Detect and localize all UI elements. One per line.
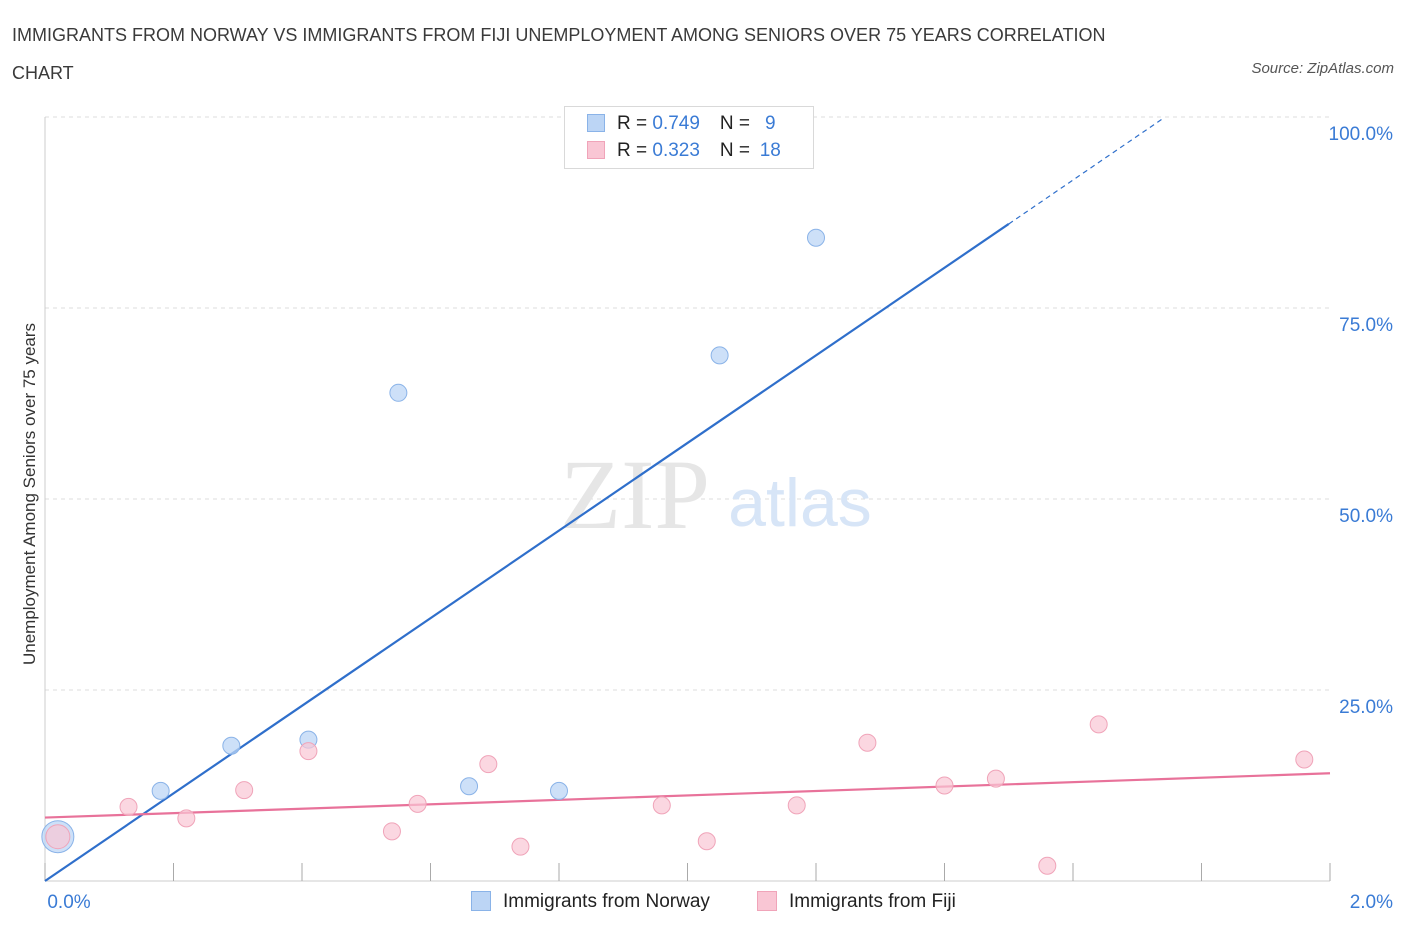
fiji-point	[511, 837, 530, 856]
chart-title: IMMIGRANTS FROM NORWAY VS IMMIGRANTS FRO…	[12, 25, 1106, 83]
bottom-legend-fiji: Immigrants from Fiji	[757, 888, 956, 916]
watermark-zip: ZIP	[560, 439, 710, 550]
legend-row-norway: R = 0.749 N = 9	[587, 111, 785, 137]
legend-fiji-n-value: 18	[759, 140, 781, 161]
bottom-legend-label-fiji: Immigrants from Fiji	[789, 891, 956, 912]
norway-point	[389, 383, 408, 402]
fiji-point	[787, 796, 806, 815]
norway-point	[151, 781, 170, 800]
legend-row-fiji: R = 0.323 N = 18	[587, 138, 785, 164]
trendline-norway	[44, 223, 1010, 882]
fiji-point	[652, 796, 671, 815]
trendline-fiji	[44, 772, 1331, 819]
fiji-point	[479, 755, 498, 774]
fiji-point	[935, 776, 954, 795]
norway-point	[460, 777, 479, 796]
fiji-point	[177, 809, 196, 828]
legend-fiji-r-value: 0.323	[652, 140, 700, 161]
x-tick-label-min: 0.0%	[47, 892, 90, 913]
bottom-legend-swatch-norway	[471, 891, 491, 911]
norway-point	[807, 228, 825, 247]
y-tick-label: 25.0%	[1339, 697, 1393, 718]
fiji-point	[697, 832, 716, 851]
fiji-point	[408, 794, 427, 813]
norway-point	[550, 781, 568, 800]
source-label: Source: ZipAtlas.com	[1251, 60, 1394, 77]
watermark-atlas: atlas	[728, 465, 872, 541]
legend-norway-n-value: 9	[765, 113, 776, 134]
bottom-legend-swatch-fiji	[757, 891, 777, 911]
fiji-point	[119, 797, 138, 816]
x-tick-label-max: 2.0%	[1350, 892, 1393, 913]
y-tick-label: 100.0%	[1329, 124, 1394, 145]
y-tick-label: 50.0%	[1339, 506, 1393, 527]
legend-norway-r-value: 0.749	[652, 113, 700, 134]
legend-norway-n-label: N =	[719, 113, 756, 134]
fiji-point	[986, 769, 1005, 788]
norway-point	[222, 736, 241, 755]
correlation-legend: R = 0.749 N = 9 R = 0.323 N = 18	[564, 106, 814, 169]
fiji-point	[235, 781, 254, 800]
legend-fiji-n-label: N =	[719, 140, 756, 161]
fiji-point	[299, 742, 318, 761]
trendline-norway-extension	[1008, 118, 1164, 225]
norway-point	[710, 346, 729, 365]
fiji-point	[1089, 715, 1108, 734]
fiji-point	[1038, 856, 1057, 875]
y-axis-title: Unemployment Among Seniors over 75 years	[20, 323, 39, 665]
fiji-point	[1295, 750, 1314, 769]
fiji-point	[45, 824, 71, 850]
fiji-point	[858, 733, 877, 752]
bottom-legend-norway: Immigrants from Norway	[471, 888, 710, 916]
fiji-point	[382, 822, 401, 841]
bottom-legend-label-norway: Immigrants from Norway	[503, 891, 710, 912]
legend-fiji-r-label: R =	[617, 140, 653, 161]
y-tick-label: 75.0%	[1339, 315, 1393, 336]
legend-norway-r-label: R =	[617, 113, 653, 134]
legend-swatch-fiji	[587, 141, 605, 159]
legend-swatch-norway	[587, 114, 605, 132]
